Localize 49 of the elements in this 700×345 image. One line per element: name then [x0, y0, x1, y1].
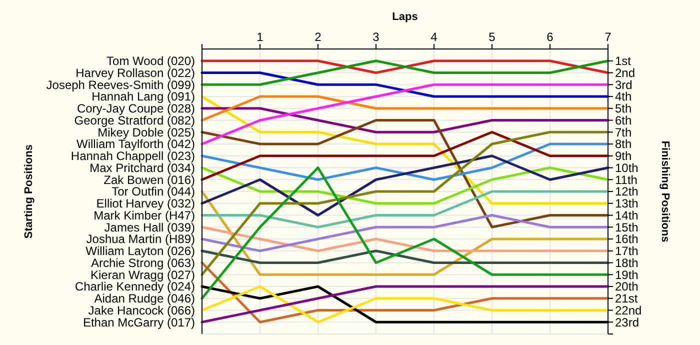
series-label: Tom Wood (020) [106, 54, 195, 68]
series-label: Hannah Chappell (023) [70, 149, 195, 164]
y-axis-title: Finishing Positions [659, 140, 671, 242]
y-tick-label: 7th [615, 125, 632, 140]
line-series [200, 154, 610, 216]
x-tick-label: 6 [546, 30, 554, 44]
y-tick-label: 1st [615, 54, 632, 68]
line-series [200, 119, 610, 228]
x-tick-label: 3 [372, 30, 380, 44]
y-tick-label: 16th [615, 232, 638, 246]
x-tick-label: 7 [604, 30, 612, 44]
y-tick-label: 3rd [615, 78, 632, 92]
line-series [200, 95, 610, 205]
y-tick-label: 21st [615, 292, 638, 306]
y-tick-label: 8th [615, 137, 632, 152]
y-tick-label: 11th [615, 172, 638, 187]
y-tick-label: 23rd [615, 315, 640, 330]
y-tick-label: 10th [615, 160, 638, 175]
series-label: Elliot Harvey (032) [96, 196, 195, 211]
series-label: Aidan Rudge (046) [94, 292, 196, 306]
y-tick-label: 15th [615, 220, 638, 234]
series-label: Cory-Jay Coupe (028) [76, 102, 195, 116]
x-tick-label: 2 [314, 30, 322, 44]
series-label: William Layton (026) [86, 244, 195, 258]
y-tick-label: 22nd [615, 303, 642, 318]
y-tick-label: 13th [615, 196, 638, 211]
y-tick-label: 18th [615, 256, 638, 270]
y-tick-label: 12th [615, 184, 638, 199]
line-series [200, 130, 610, 276]
x-tick-label: 1 [256, 30, 264, 44]
line-series [200, 142, 610, 181]
legend-title: Starting Positions [23, 144, 35, 239]
y-tick-label: 9th [615, 149, 632, 164]
y-tick-label: 20th [615, 280, 638, 294]
line-series [200, 214, 610, 252]
y-tick-label: 14th [615, 208, 638, 222]
y-tick-label: 17th [615, 244, 638, 258]
x-axis-title: Laps [392, 11, 418, 23]
y-tick-label: 4th [615, 90, 632, 104]
y-tick-label: 2nd [615, 66, 636, 80]
y-tick-label: 5th [615, 102, 632, 116]
y-tick-label: 19th [615, 268, 638, 282]
line-series [200, 262, 610, 324]
y-tick-label: 6th [615, 113, 632, 128]
line-series [200, 83, 610, 146]
line-series [200, 166, 610, 205]
x-tick-label: 4 [430, 30, 438, 44]
line-series [200, 166, 610, 300]
x-tick-label: 5 [488, 30, 496, 44]
